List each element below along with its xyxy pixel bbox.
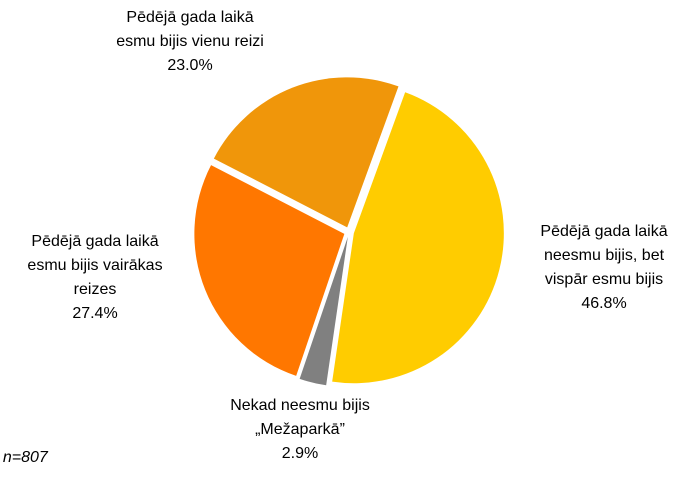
value-label: 46.8%: [581, 295, 626, 312]
slice-label: Pēdējā gada laikā esmu bijis vienu reizi 2…: [116, 9, 264, 74]
pie-slice: [299, 236, 348, 386]
label-line: esmu bijis vienu reizi: [116, 33, 264, 50]
note: ti, n=807: [0, 449, 49, 466]
pie-slice: [332, 92, 504, 384]
label-line: vispār esmu bijis: [545, 271, 663, 288]
label-line: Nekad neesmu bijis: [230, 397, 370, 414]
slice-label: Nekad neesmu bijis „Mežaparkā” 2.9%: [230, 397, 370, 462]
label-line: reizes: [74, 281, 117, 298]
category-label: Pēdējā gada laikā esmu bijis vienu reizi: [116, 9, 264, 50]
slice-label: Pēdējā gada laikā neesmu bijis, bet vispār…: [540, 223, 667, 312]
label-line: Pēdējā gada laikā: [31, 233, 158, 250]
label-line: esmu bijis vairākas: [27, 257, 162, 274]
label-line: „Mežaparkā”: [255, 421, 345, 438]
label-line: Pēdējā gada laikā: [126, 9, 253, 26]
slice-label: Pēdējā gada laikā esmu bijis vairākas reiz…: [27, 233, 162, 322]
label-line: Pēdējā gada laikā: [540, 223, 667, 240]
value-label: 23.0%: [167, 57, 212, 74]
category-label: Pēdējā gada laikā neesmu bijis, bet vispār…: [540, 223, 667, 288]
label-line: neesmu bijis, bet: [544, 247, 665, 264]
pie-slice: [194, 165, 345, 376]
category-label: Pēdējā gada laikā esmu bijis vairākas reiz…: [27, 233, 162, 298]
category-label: Nekad neesmu bijis „Mežaparkā”: [230, 397, 370, 438]
pie-slice: [213, 77, 399, 228]
value-label: 27.4%: [72, 305, 117, 322]
value-label: 2.9%: [282, 445, 318, 462]
